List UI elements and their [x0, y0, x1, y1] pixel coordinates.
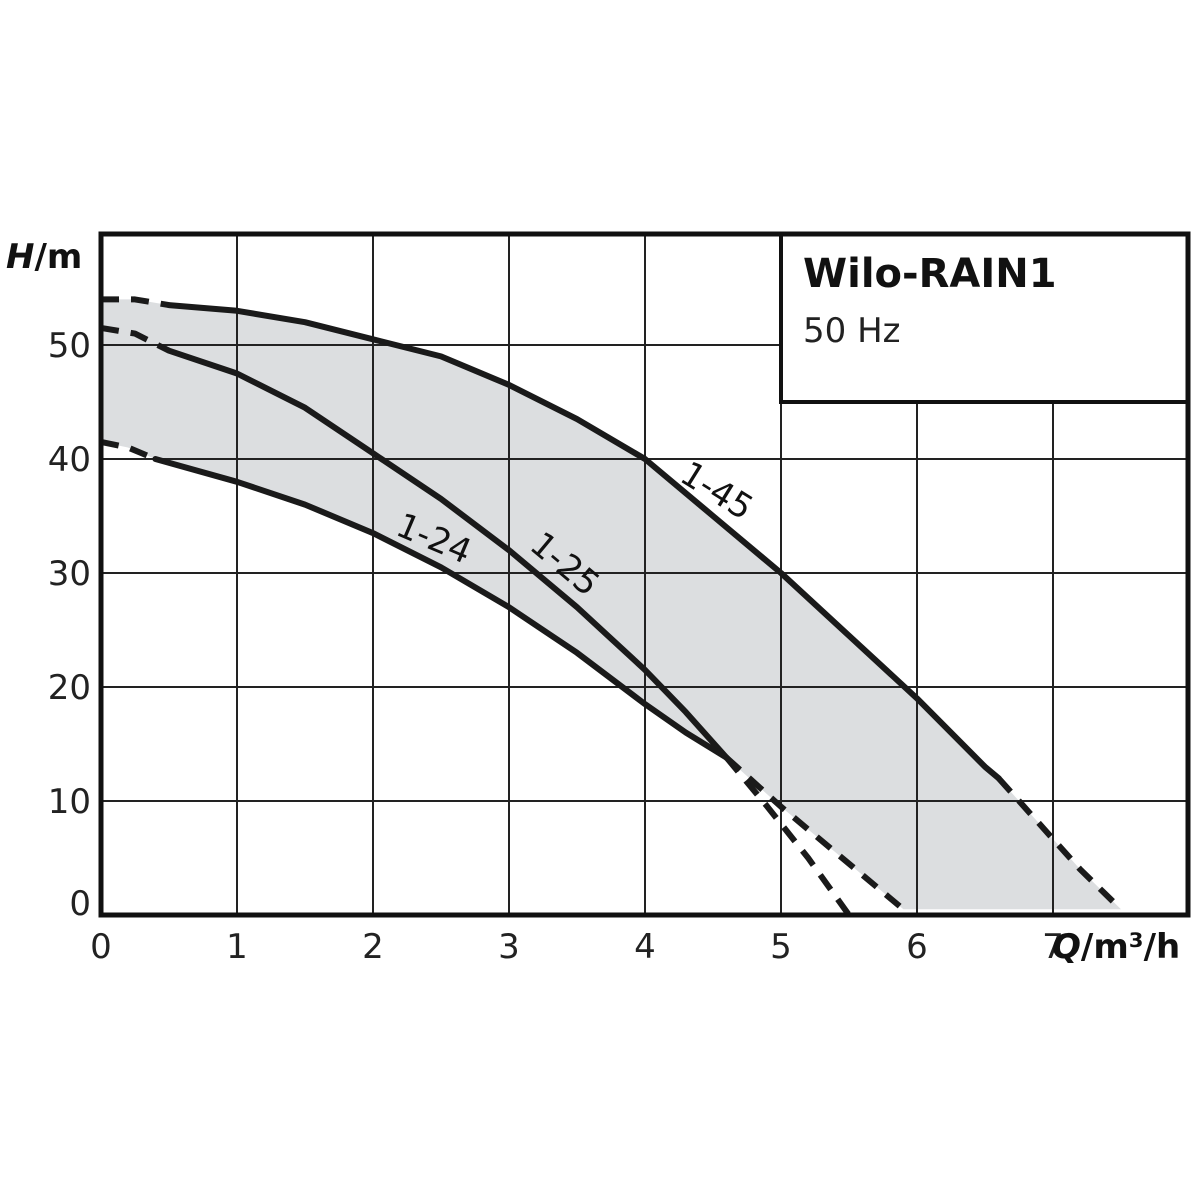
- x-tick-label: 6: [906, 927, 928, 967]
- series-extension-1-25: [724, 755, 852, 917]
- series-1-24: [100, 438, 906, 912]
- x-tick-label: 4: [634, 927, 656, 967]
- grid-layer: [101, 234, 1188, 915]
- y-axis-symbol: H: [6, 237, 34, 277]
- series-extension-1-45: [996, 776, 1124, 912]
- plot-frame: [98, 231, 1191, 918]
- x-axis-title: Q/m³/h: [1052, 927, 1180, 967]
- operating-range-fill: [101, 299, 1121, 910]
- x-tick-label: 3: [498, 927, 520, 967]
- x-tick-label: 7: [1042, 927, 1064, 967]
- y-axis-unit: /m: [34, 237, 82, 277]
- series-1-45: [101, 296, 1124, 912]
- legend-box: [779, 232, 1190, 404]
- x-tick-label: 0: [90, 927, 112, 967]
- y-tick-label: 10: [48, 782, 91, 822]
- x-tick-label: 1: [226, 927, 248, 967]
- x-tick-label: 5: [770, 927, 792, 967]
- x-axis-symbol: Q: [1052, 927, 1081, 967]
- series-extension-1-24: [100, 438, 157, 462]
- series-line-1-45: [166, 302, 1002, 782]
- legend: Wilo-RAIN1 50 Hz: [779, 232, 1190, 404]
- series-extension-1-25: [100, 324, 171, 354]
- legend-title: Wilo-RAIN1: [803, 251, 1057, 297]
- tick-label-layer: 0 1 2 3 4 5 6 7 0 10 20 30 40 50: [48, 326, 1064, 967]
- y-tick-label: 20: [48, 668, 91, 708]
- legend-subtitle: 50 Hz: [803, 311, 900, 351]
- y-tick-label: 0: [69, 884, 91, 924]
- series-layer: [100, 296, 1124, 917]
- series-line-1-24: [152, 456, 730, 761]
- y-axis-title: H/m: [6, 237, 82, 277]
- x-tick-label: 2: [362, 927, 384, 967]
- x-axis-unit: /m³/h: [1081, 927, 1180, 967]
- series-extension-1-24: [724, 755, 906, 912]
- series-line-1-25: [166, 347, 730, 761]
- series-extension-1-45: [101, 296, 170, 309]
- y-tick-label: 30: [48, 554, 91, 594]
- y-tick-label: 40: [48, 440, 91, 480]
- series-1-25: [100, 324, 852, 917]
- shaded-region-layer: [101, 299, 1121, 910]
- y-tick-label: 50: [48, 326, 91, 366]
